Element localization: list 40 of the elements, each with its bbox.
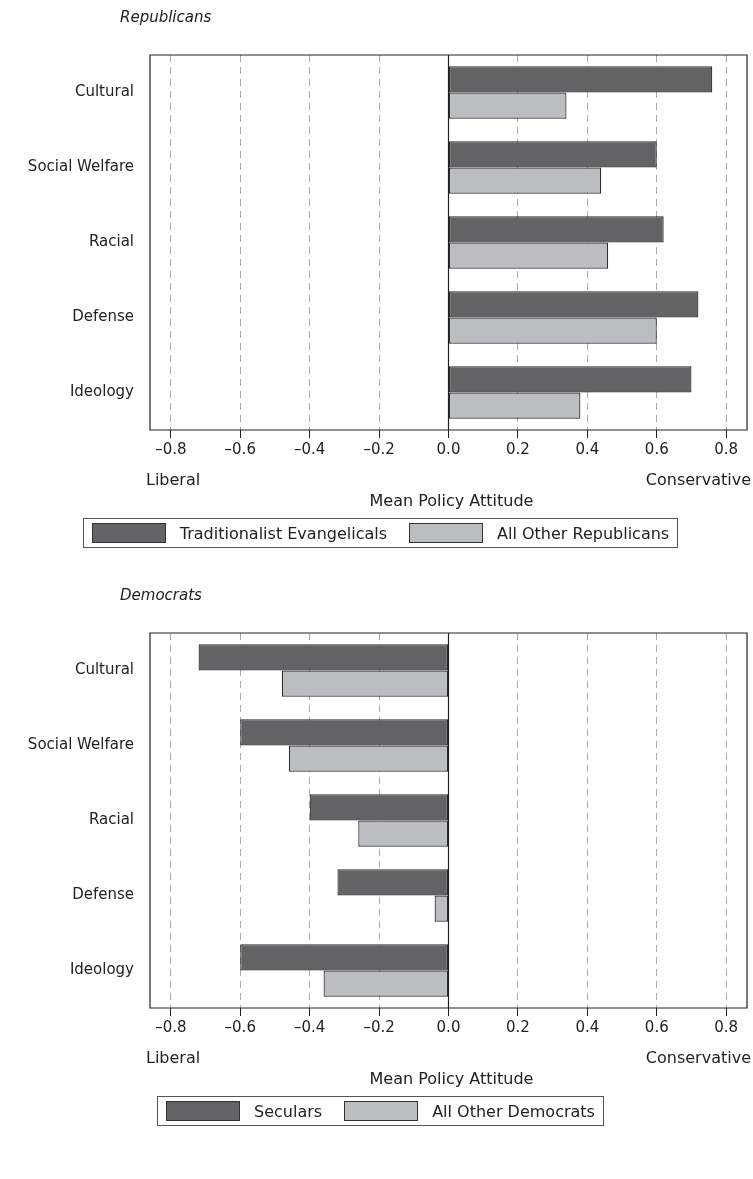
y-tick-label: Ideology [69, 960, 135, 979]
legend-label: All Other Democrats [432, 1101, 595, 1121]
text: Liberal [146, 1048, 201, 1067]
legend-label: All Other Republicans [497, 523, 670, 543]
legend-label: Traditionalist Evangelicals [179, 523, 388, 543]
y-tick-label: Social Welfare [27, 735, 134, 754]
x-tick-label: 0.6 [644, 1017, 669, 1036]
text: Conservative [645, 1048, 751, 1067]
x-tick-label: –0.6 [224, 1017, 256, 1036]
x-axis-title: Mean Policy Attitude [368, 491, 535, 510]
legend-label: Seculars [254, 1101, 323, 1121]
x-tick-label: 0.0 [436, 439, 461, 458]
x-tick-label: 0.4 [575, 1017, 600, 1036]
x-tick-label: –0.4 [293, 439, 326, 458]
text: Liberal [146, 470, 201, 489]
y-tick-label: Social Welfare [27, 157, 134, 176]
x-tick-label: 0.4 [575, 439, 600, 458]
x-tick-label: 0.6 [644, 439, 669, 458]
chart-title: Republicans [120, 8, 213, 28]
x-tick-label: –0.4 [293, 1017, 326, 1036]
chart-title: Democrats [120, 586, 203, 606]
x-tick-label: –0.6 [224, 439, 256, 458]
y-tick-label: Cultural [74, 82, 134, 101]
x-tick-label: –0.2 [363, 1017, 395, 1036]
x-tick-label: 0.2 [505, 1017, 530, 1036]
x-tick-label: 0.8 [714, 1017, 739, 1036]
x-tick-label: –0.2 [363, 439, 395, 458]
x-tick-label: –0.8 [155, 1017, 187, 1036]
y-tick-label: Cultural [74, 660, 134, 679]
x-tick-label: –0.8 [155, 439, 187, 458]
text: Conservative [645, 470, 751, 489]
x-tick-label: 0.8 [714, 439, 739, 458]
x-tick-label: 0.0 [436, 1017, 461, 1036]
x-tick-label: 0.2 [505, 439, 530, 458]
y-tick-label: Ideology [69, 382, 135, 401]
y-tick-label: Racial [88, 810, 134, 829]
x-axis-title: Mean Policy Attitude [368, 1069, 535, 1088]
y-tick-label: Defense [72, 307, 134, 326]
y-tick-label: Defense [72, 885, 134, 904]
y-tick-label: Racial [88, 232, 134, 251]
